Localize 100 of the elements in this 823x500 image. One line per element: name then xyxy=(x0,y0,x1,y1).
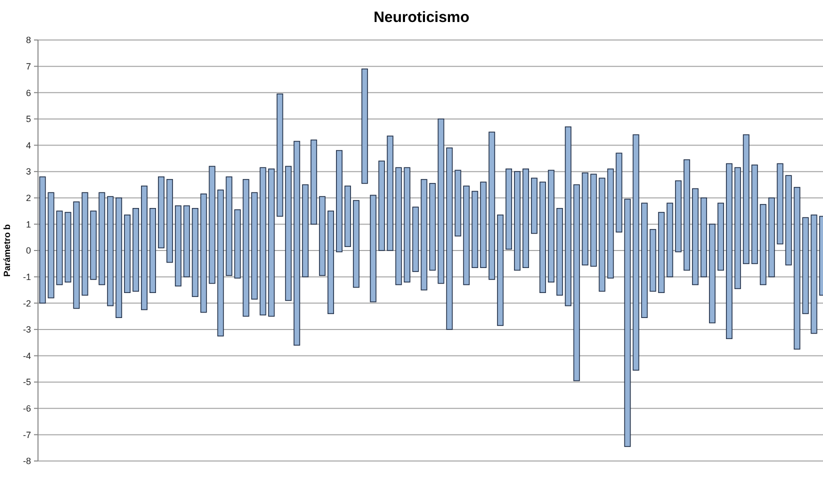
y-tick-label: 0 xyxy=(26,246,31,256)
y-tick-label: 2 xyxy=(26,193,31,204)
bar xyxy=(463,186,470,286)
bar xyxy=(174,205,182,286)
bar xyxy=(429,183,436,271)
bar xyxy=(276,94,284,217)
bar xyxy=(472,190,478,268)
y-tick-label: -8 xyxy=(22,456,31,466)
bar xyxy=(582,172,588,266)
bar xyxy=(251,192,258,300)
y-tick-label: 5 xyxy=(26,114,31,124)
bar xyxy=(488,132,496,280)
bar xyxy=(742,134,750,264)
bar xyxy=(90,210,97,280)
bar xyxy=(438,118,444,284)
bar xyxy=(328,210,334,314)
y-tick-label: -2 xyxy=(22,298,31,308)
bar xyxy=(573,184,580,382)
bar xyxy=(632,134,640,371)
bar xyxy=(336,150,342,252)
bar xyxy=(361,68,368,184)
bar xyxy=(386,136,394,251)
bar xyxy=(268,168,275,317)
y-tick-label: 6 xyxy=(26,88,31,98)
y-tick-label: -3 xyxy=(22,324,31,335)
bar xyxy=(107,196,114,306)
bar xyxy=(514,171,521,271)
bar xyxy=(590,174,597,267)
bar xyxy=(116,197,122,318)
bar xyxy=(378,160,385,251)
bar xyxy=(506,168,512,250)
bar xyxy=(98,192,106,286)
bar xyxy=(480,182,487,268)
bar xyxy=(158,176,164,248)
bar xyxy=(64,212,72,282)
bar xyxy=(751,164,758,264)
bar xyxy=(556,208,563,296)
y-tick-label: -4 xyxy=(22,350,31,361)
bar xyxy=(658,212,665,293)
bar xyxy=(166,179,173,263)
bar xyxy=(446,147,453,330)
bar xyxy=(548,170,554,282)
bar xyxy=(539,182,546,293)
bar xyxy=(310,140,318,225)
y-tick-label: -7 xyxy=(22,430,31,440)
bar xyxy=(802,217,809,314)
bar xyxy=(412,206,419,272)
bar xyxy=(150,208,156,293)
bar xyxy=(497,214,504,326)
bar xyxy=(530,178,538,234)
bar xyxy=(294,140,300,346)
bar xyxy=(624,198,631,447)
bar xyxy=(132,208,140,292)
bar xyxy=(607,168,614,279)
bar xyxy=(522,168,529,268)
bar xyxy=(709,224,716,324)
bar xyxy=(352,200,360,288)
bar xyxy=(692,188,699,286)
y-tick-label: -6 xyxy=(22,404,31,414)
bar xyxy=(675,180,682,252)
bar xyxy=(124,214,131,293)
bar xyxy=(666,202,674,278)
bar xyxy=(208,166,216,284)
bar xyxy=(200,194,207,313)
bar xyxy=(192,208,198,297)
bar xyxy=(454,170,462,236)
bar xyxy=(794,186,800,350)
bar xyxy=(616,152,622,232)
bar xyxy=(39,176,46,304)
y-tick-label: 4 xyxy=(26,140,31,150)
bar xyxy=(217,190,224,336)
y-tick-label: -1 xyxy=(22,272,31,282)
bar xyxy=(598,178,606,292)
bar xyxy=(226,176,232,276)
y-tick-label: 1 xyxy=(26,219,31,230)
y-tick-label: 8 xyxy=(26,35,31,46)
bar xyxy=(734,167,741,290)
bar xyxy=(82,192,88,296)
bar xyxy=(285,166,292,301)
y-tick-label: -5 xyxy=(22,377,31,388)
bar xyxy=(260,167,266,316)
bar xyxy=(641,202,648,318)
bar xyxy=(760,204,766,286)
bar xyxy=(73,201,80,309)
bar xyxy=(650,229,656,292)
bar xyxy=(242,179,250,317)
bar xyxy=(319,196,326,276)
bar xyxy=(404,167,410,282)
bar xyxy=(810,214,818,334)
bar xyxy=(395,167,402,286)
bar xyxy=(768,197,775,278)
bar xyxy=(302,184,309,278)
bar xyxy=(56,210,63,286)
bar xyxy=(684,159,690,271)
bar xyxy=(785,175,792,266)
bar xyxy=(564,126,572,306)
bar xyxy=(234,209,241,279)
bar xyxy=(141,186,148,310)
bar xyxy=(700,197,708,278)
bar xyxy=(183,205,190,278)
